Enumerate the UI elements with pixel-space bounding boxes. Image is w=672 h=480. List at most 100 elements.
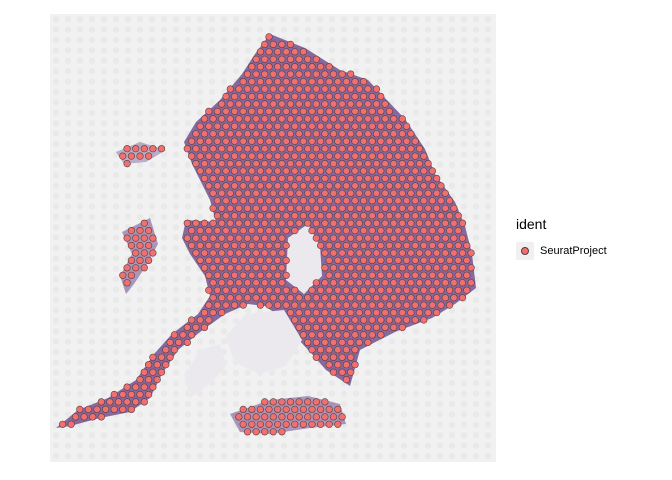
spot-point (446, 256, 454, 264)
spot-point (338, 130, 346, 138)
spot-point (278, 279, 286, 287)
spot-point (278, 428, 286, 436)
spot-point (394, 137, 402, 145)
spot-point (325, 182, 333, 190)
spot-point (407, 219, 415, 227)
spot-point (140, 249, 148, 257)
spot-point (295, 115, 303, 123)
spot-point (355, 234, 363, 242)
spot-point (312, 234, 320, 242)
spot-point (424, 279, 432, 287)
spot-point (325, 227, 333, 235)
spot-point (398, 234, 406, 242)
spot-point (213, 137, 221, 145)
spot-point (467, 264, 475, 272)
spot-point (377, 241, 385, 250)
spot-point (347, 234, 355, 242)
spot-point (334, 331, 342, 339)
spot-point (334, 271, 342, 279)
spot-point (274, 241, 282, 250)
spot-point (424, 174, 432, 183)
spot-point (325, 212, 333, 220)
spot-point (317, 286, 325, 294)
spot-point (157, 145, 166, 153)
spot-point (317, 212, 325, 220)
spot-point (269, 115, 277, 123)
spot-point (282, 271, 290, 279)
spot-point (123, 398, 131, 406)
spot-point (377, 182, 385, 190)
spot-point (243, 264, 252, 272)
spot-point (213, 301, 221, 309)
spot-point (231, 92, 239, 101)
spot-point (218, 249, 226, 257)
spot-point (321, 398, 329, 406)
spot-point (407, 204, 415, 212)
spot-point (243, 85, 252, 93)
spot-point (299, 331, 307, 339)
spot-point (394, 152, 402, 160)
spot-point (265, 107, 273, 115)
spot-point (415, 309, 424, 317)
spot-point (385, 122, 394, 130)
spot-point (334, 197, 342, 205)
spot-point (467, 279, 475, 287)
spot-point (265, 122, 273, 130)
spot-point (149, 249, 157, 257)
spot-point (243, 249, 252, 257)
spot-point (355, 189, 363, 197)
spot-point (278, 85, 286, 93)
spot-point (403, 286, 411, 294)
spot-point (278, 115, 286, 123)
spot-point (321, 264, 329, 272)
spot-point (372, 174, 381, 183)
spot-point (334, 122, 342, 130)
spot-point (394, 182, 402, 190)
spot-point (325, 241, 333, 250)
spot-point (274, 167, 282, 175)
spot-point (291, 167, 299, 175)
spot-point (377, 316, 385, 324)
spot-point (308, 420, 316, 428)
spot-point (256, 197, 264, 205)
spot-point (295, 398, 303, 406)
spot-point (411, 241, 419, 250)
spot-point (325, 420, 333, 428)
spot-point (424, 219, 432, 227)
spot-point (368, 137, 376, 145)
spot-point (282, 227, 290, 235)
spot-point (274, 420, 282, 428)
spot-point (351, 212, 359, 220)
spot-point (239, 286, 247, 294)
spot-point (256, 122, 264, 130)
spot-point (192, 130, 200, 138)
spot-point (278, 55, 286, 63)
spot-point (243, 115, 252, 123)
spot-point (390, 189, 398, 197)
spot-point (243, 100, 252, 108)
spot-point (209, 189, 217, 197)
spot-point (132, 249, 140, 257)
spot-point (231, 212, 239, 220)
spot-point (360, 92, 368, 101)
spot-point (252, 55, 260, 63)
spot-point (355, 338, 363, 347)
spot-point (458, 219, 467, 227)
spot-point (368, 227, 376, 235)
spot-point (248, 182, 256, 190)
spot-point (381, 294, 389, 302)
spot-point (269, 249, 277, 257)
spot-point (299, 92, 307, 101)
spot-point (291, 405, 299, 414)
spot-point (403, 197, 411, 205)
spot-point (321, 145, 329, 153)
spot-point (312, 100, 320, 108)
spot-point (304, 323, 312, 332)
spot-point (351, 122, 359, 130)
spot-point (368, 331, 376, 339)
spot-point (338, 174, 346, 183)
spot-point (239, 197, 247, 205)
spot-point (200, 145, 209, 153)
spot-point (312, 309, 320, 317)
spot-point (200, 249, 209, 257)
